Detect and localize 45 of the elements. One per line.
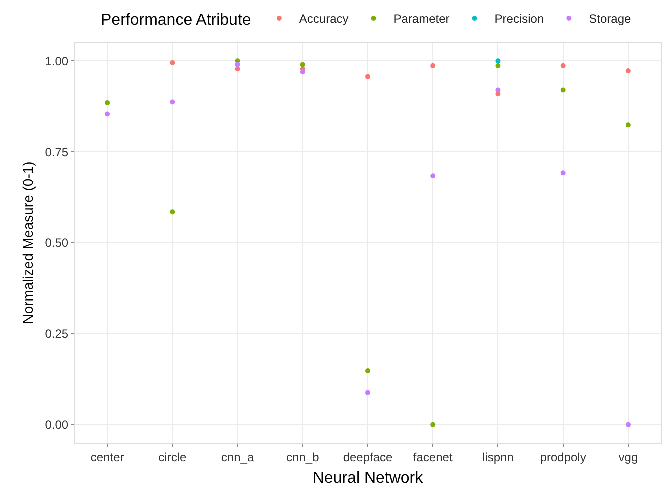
y-tick-label: 0.75 xyxy=(45,145,69,160)
y-tick-label: 0.50 xyxy=(45,236,69,250)
legend-label: Accuracy xyxy=(299,12,349,26)
point xyxy=(170,210,176,215)
x-tick-label: lispnn xyxy=(482,450,514,464)
y-tick-label: 0.25 xyxy=(45,327,69,342)
point xyxy=(430,422,436,428)
point xyxy=(105,112,110,117)
point xyxy=(300,70,306,75)
point xyxy=(105,100,110,106)
point xyxy=(560,63,566,68)
point xyxy=(170,60,176,66)
point xyxy=(366,74,370,80)
point xyxy=(496,88,501,93)
point xyxy=(496,63,501,68)
point xyxy=(626,122,631,128)
x-tick-label: deepface xyxy=(343,450,394,464)
x-tick-label: vgg xyxy=(618,450,638,464)
point xyxy=(560,88,566,93)
legend-label: Precision xyxy=(494,12,544,26)
y-tick-label: 0.00 xyxy=(45,418,69,432)
point xyxy=(235,66,240,72)
x-tick-label: center xyxy=(90,450,124,464)
point xyxy=(430,63,436,68)
point xyxy=(300,62,306,68)
x-tick-label: facenet xyxy=(413,450,454,464)
x-axis-title: Neural Network xyxy=(312,470,424,488)
point xyxy=(366,368,370,374)
legend-title: Performance Atribute xyxy=(101,12,252,29)
legend-label: Storage xyxy=(589,12,632,26)
point xyxy=(626,68,631,74)
point xyxy=(430,174,436,179)
point xyxy=(560,170,566,176)
point xyxy=(626,422,631,428)
y-tick-label: 1.00 xyxy=(45,54,69,68)
point xyxy=(235,62,240,68)
point xyxy=(366,390,370,396)
x-tick-label: cnn_b xyxy=(286,450,320,464)
x-tick-label: cnn_a xyxy=(221,450,254,464)
x-tick-label: circle xyxy=(158,450,187,464)
legend-label: Parameter xyxy=(394,12,450,26)
point xyxy=(496,58,501,64)
y-axis-title: Normalized Measure (0-1) xyxy=(20,162,36,324)
point xyxy=(170,100,176,105)
x-tick-label: prodpoly xyxy=(540,450,586,464)
